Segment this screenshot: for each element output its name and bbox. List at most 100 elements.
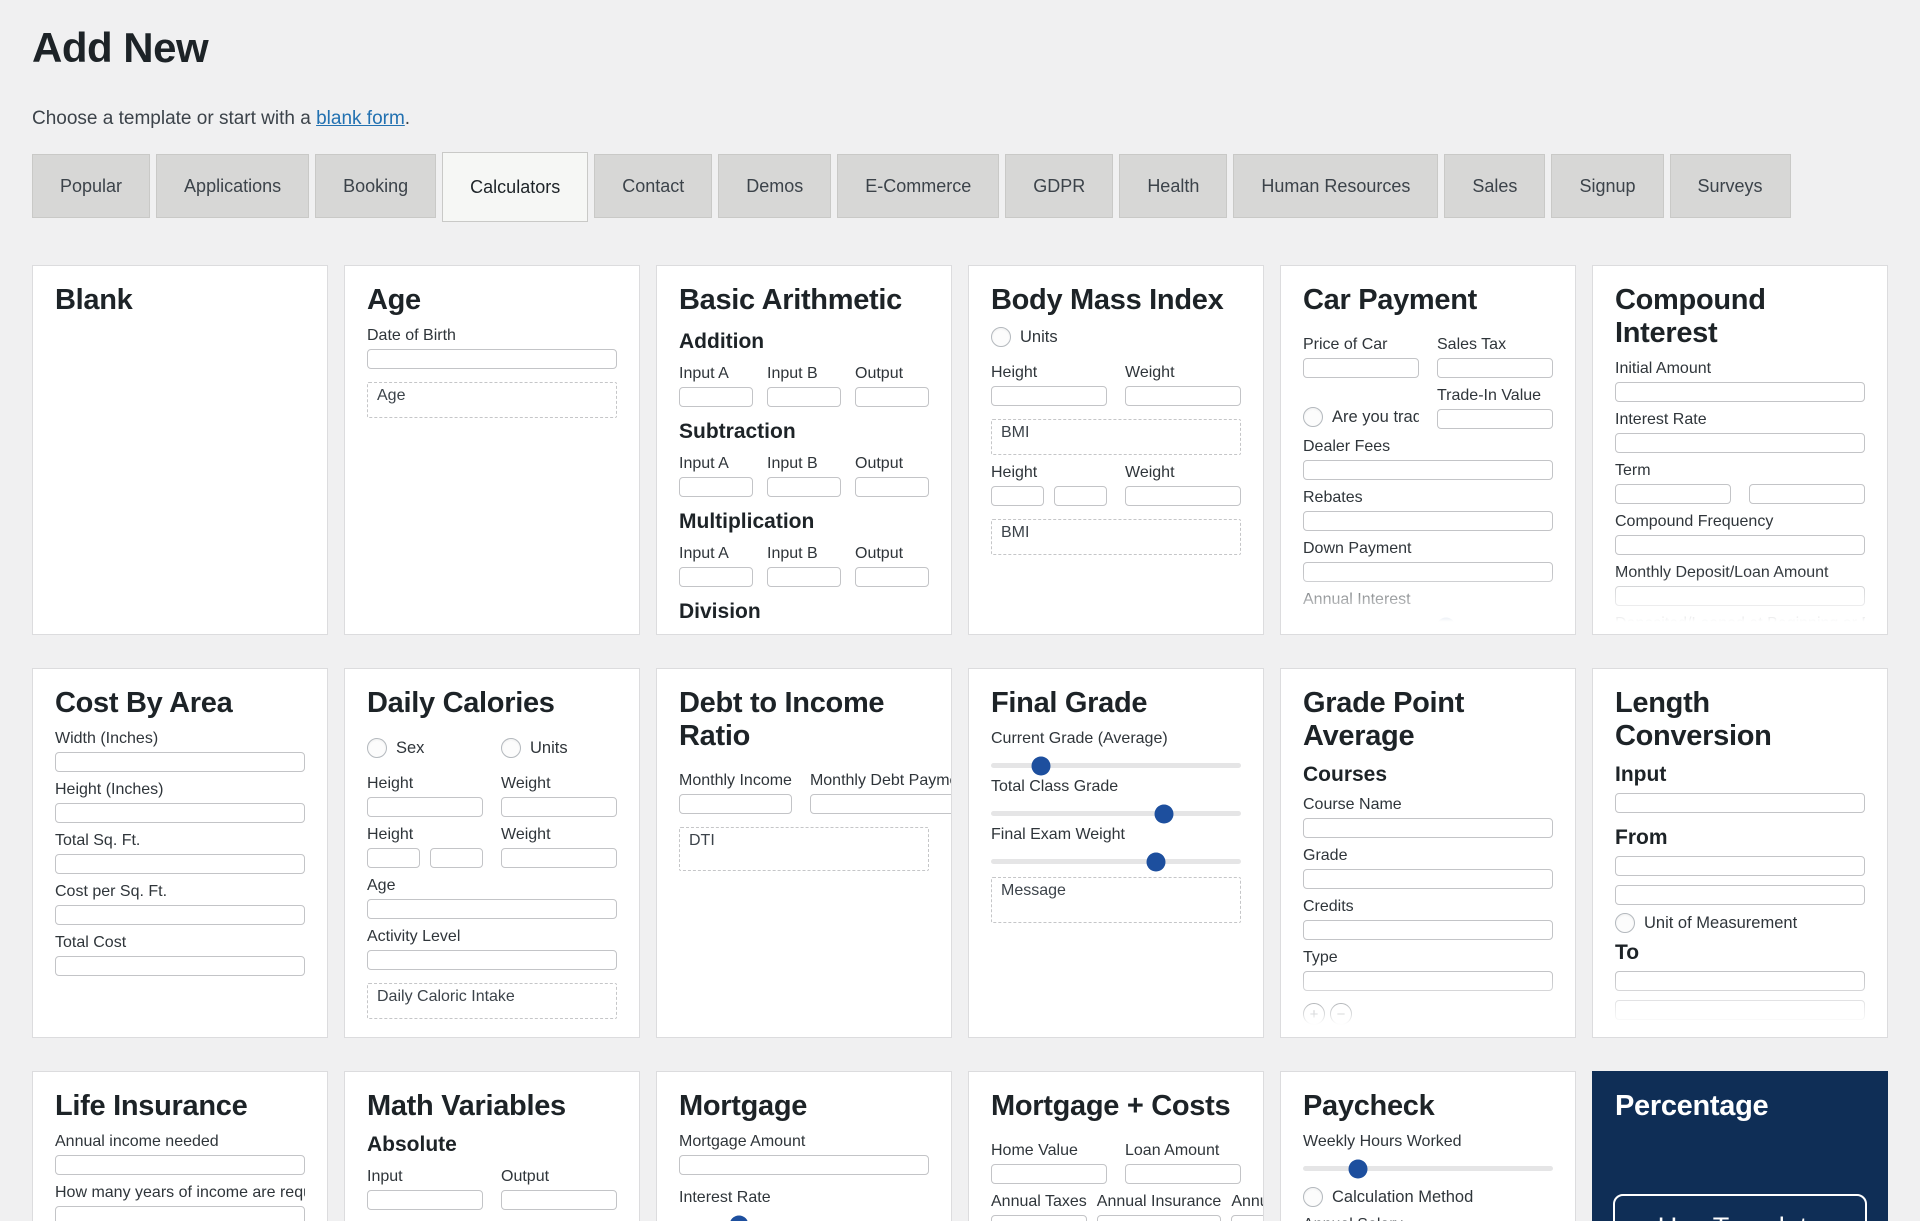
card-title: Grade Point Average — [1303, 687, 1465, 752]
blank-form-link[interactable]: blank form — [316, 108, 405, 129]
tab-applications[interactable]: Applications — [156, 154, 310, 218]
template-card-mortgage-costs[interactable]: Mortgage + Costs Home Value Loan Amount … — [968, 1071, 1264, 1221]
remove-row-icon: − — [1330, 1003, 1352, 1025]
template-card-daily-calories[interactable]: Daily Calories Sex Units Height Weight H… — [344, 668, 640, 1038]
template-card-final-grade[interactable]: Final Grade Current Grade (Average) Tota… — [968, 668, 1264, 1038]
text-input — [1303, 511, 1553, 531]
radio-icon — [1615, 913, 1635, 933]
radio-field: Calculation Method — [1303, 1187, 1553, 1207]
text-input — [1096, 1215, 1222, 1221]
field-row: Annual Taxes Annual Insurance Annual PMI — [991, 1184, 1263, 1221]
field-label: Price of Car — [1303, 336, 1388, 353]
field-label: Height — [367, 775, 414, 792]
card-title: Math Variables — [367, 1090, 566, 1122]
field-label: Grade — [1303, 847, 1348, 864]
template-card-life-insurance[interactable]: Life Insurance Annual income needed How … — [32, 1071, 328, 1221]
text-input — [1615, 793, 1865, 813]
card-title: Compound Interest — [1615, 284, 1766, 349]
text-input — [55, 854, 305, 874]
template-card-percentage[interactable]: Percentage Use Template — [1592, 1071, 1888, 1221]
template-card-cost-by-area[interactable]: Cost By Area Width (Inches) Height (Inch… — [32, 668, 328, 1038]
tab-gdpr[interactable]: GDPR — [1005, 154, 1114, 218]
text-input — [1615, 433, 1865, 453]
card-title: Blank — [55, 284, 133, 316]
field-label: Input B — [767, 545, 818, 562]
template-card-basic-arithmetic[interactable]: Basic Arithmetic Addition Input A Input … — [656, 265, 952, 635]
template-card-mortgage[interactable]: Mortgage Mortgage Amount Interest Rate M… — [656, 1071, 952, 1221]
tab-contact[interactable]: Contact — [594, 154, 713, 218]
field-label: Trade-In Value — [1437, 387, 1542, 404]
field-label: Output — [501, 1168, 550, 1185]
use-template-button[interactable]: Use Template — [1613, 1194, 1867, 1221]
text-input — [55, 905, 305, 925]
text-input — [679, 387, 753, 407]
field-label: Weekly Hours Worked — [1303, 1133, 1462, 1150]
subtitle-text: Choose a template or start with a — [32, 108, 317, 129]
template-card-grade-point-average[interactable]: Grade Point Average Courses Course Name … — [1280, 668, 1576, 1038]
tab-surveys[interactable]: Surveys — [1669, 154, 1791, 218]
field-label: Monthly Deposit/Loan Amount — [1615, 564, 1829, 581]
field-label: Input A — [679, 365, 729, 382]
card-title: Body Mass Index — [991, 284, 1224, 316]
text-input — [1054, 486, 1107, 506]
template-card-age[interactable]: Age Date of Birth Age — [344, 265, 640, 635]
field-label: Date of Birth — [367, 327, 456, 344]
text-input — [679, 477, 753, 497]
section-heading: From — [1615, 826, 1668, 849]
section-heading: Input — [1615, 763, 1667, 786]
template-card-blank[interactable]: Blank — [32, 265, 328, 635]
card-title: Final Grade — [991, 687, 1148, 719]
field-label: Input A — [679, 545, 729, 562]
text-input — [767, 477, 841, 497]
field-row: Height Weight — [367, 817, 617, 868]
text-input — [1437, 409, 1553, 429]
template-card-compound-interest[interactable]: Compound Interest Initial Amount Interes… — [1592, 265, 1888, 635]
field-label: Annual PMI — [1231, 1193, 1263, 1210]
card-title: Car Payment — [1303, 284, 1477, 316]
radio-icon — [991, 327, 1011, 347]
tab-popular[interactable]: Popular — [32, 154, 151, 218]
template-card-car-payment[interactable]: Car Payment Price of Car Sales Tax Are y… — [1280, 265, 1576, 635]
calculated-field: BMI — [991, 419, 1241, 455]
calculated-field: Daily Caloric Intake — [367, 983, 617, 1019]
text-input — [1615, 382, 1865, 402]
card-title: Age — [367, 284, 421, 316]
template-card-debt-to-income-ratio[interactable]: Debt to Income Ratio Monthly Income Mont… — [656, 668, 952, 1038]
radio-icon — [501, 738, 521, 758]
field-label: Annual Insurance — [1096, 1193, 1222, 1210]
text-input — [1231, 1215, 1263, 1221]
field-label: Weight — [1125, 464, 1175, 481]
tab-human-resources[interactable]: Human Resources — [1233, 154, 1439, 218]
field-label: Weight — [501, 775, 551, 792]
text-input — [767, 387, 841, 407]
radio-label: Units — [1020, 327, 1058, 346]
text-input — [501, 848, 617, 868]
field-label: Total Cost — [55, 934, 127, 951]
text-input — [1615, 971, 1865, 991]
text-input — [55, 1155, 305, 1175]
field-label: Annual Salary — [1303, 1216, 1553, 1221]
tab-sales[interactable]: Sales — [1444, 154, 1546, 218]
template-card-paycheck[interactable]: Paycheck Weekly Hours Worked Calculation… — [1280, 1071, 1576, 1221]
field-label: Rebates — [1303, 489, 1363, 506]
slider-handle — [729, 1215, 749, 1221]
field-label: Deposited/Loaned at Beginning or End of … — [1615, 615, 1865, 632]
slider-handle — [1348, 1159, 1368, 1178]
tab-booking[interactable]: Booking — [315, 154, 437, 218]
template-card-math-variables[interactable]: Math Variables Absolute Input Output Bas… — [344, 1071, 640, 1221]
tab-health[interactable]: Health — [1119, 154, 1228, 218]
tab-calculators[interactable]: Calculators — [442, 152, 589, 222]
field-row: Are you trading in a Trade-In Value — [1303, 378, 1553, 429]
field-label: Term — [1615, 462, 1651, 479]
tab-ecommerce[interactable]: E-Commerce — [837, 154, 1000, 218]
field-label: Height — [991, 464, 1038, 481]
field-label: Annual income needed — [55, 1133, 219, 1150]
calculated-field: DTI — [679, 827, 929, 871]
tab-demos[interactable]: Demos — [718, 154, 832, 218]
template-card-body-mass-index[interactable]: Body Mass Index Units Height Weight BMI … — [968, 265, 1264, 635]
text-input — [367, 899, 617, 919]
card-title: Mortgage + Costs — [991, 1090, 1231, 1122]
tab-signup[interactable]: Signup — [1551, 154, 1664, 218]
template-card-length-conversion[interactable]: Length Conversion Input From Unit of Mea… — [1592, 668, 1888, 1038]
